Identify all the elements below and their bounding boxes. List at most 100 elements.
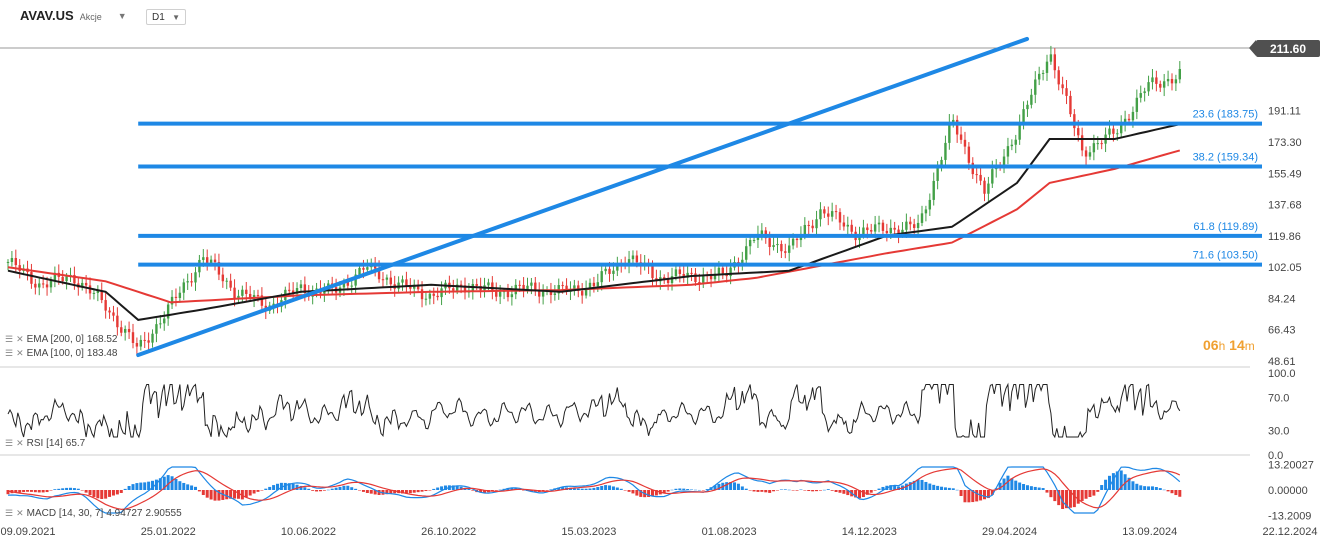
menu-icon[interactable]: ☰ bbox=[5, 438, 14, 448]
fibonacci-retracement[interactable]: 23.6 (183.75) 38.2 (159.34) 61.8 (119.89) 7… bbox=[138, 109, 1262, 267]
candle-body bbox=[237, 295, 240, 299]
macd-histogram-bar bbox=[1170, 490, 1174, 494]
macd-histogram-bar bbox=[584, 488, 588, 490]
macd-histogram-bar bbox=[33, 490, 37, 493]
macd-histogram-bar bbox=[846, 490, 850, 496]
timeframe-select[interactable]: D1 ▼ bbox=[146, 9, 186, 25]
macd-histogram-bar bbox=[88, 490, 92, 496]
candle-body bbox=[440, 288, 443, 298]
candle-body bbox=[1159, 83, 1162, 88]
timer-hours: 06 bbox=[1203, 337, 1219, 353]
macd-histogram-bar bbox=[936, 485, 940, 490]
candle-body bbox=[924, 209, 928, 214]
macd-histogram-bar bbox=[881, 486, 885, 490]
candle-body bbox=[1166, 78, 1170, 82]
macd-histogram-bar bbox=[1115, 471, 1119, 490]
macd-histogram-bar bbox=[576, 488, 580, 490]
candle-body bbox=[561, 285, 564, 287]
candle-body bbox=[768, 238, 771, 247]
macd-histogram-bar bbox=[229, 490, 233, 499]
close-icon[interactable]: ✕ bbox=[16, 438, 24, 448]
candle-body bbox=[912, 224, 916, 228]
candle-body bbox=[889, 227, 892, 234]
candle-body bbox=[616, 263, 619, 271]
candle-body bbox=[1057, 70, 1060, 85]
macd-histogram-bar bbox=[416, 490, 420, 493]
candle-body bbox=[604, 268, 607, 272]
macd-histogram-bar bbox=[315, 490, 319, 492]
macd-histogram-bar bbox=[928, 483, 932, 490]
legend-ema100[interactable]: ☰ ✕ EMA [100, 0] 183.48 bbox=[5, 348, 117, 359]
macd-histogram-bar bbox=[510, 487, 514, 490]
trendline-segment[interactable] bbox=[136, 36, 1030, 358]
macd-histogram-bar bbox=[104, 490, 108, 499]
macd-histogram-bar bbox=[752, 490, 756, 492]
candle-body bbox=[944, 142, 947, 160]
chevron-down-icon: ▼ bbox=[172, 12, 180, 22]
rsi-line bbox=[7, 382, 1181, 439]
close-icon[interactable]: ✕ bbox=[16, 348, 24, 358]
macd-histogram-bar bbox=[256, 490, 260, 492]
chevron-down-icon[interactable]: ▼ bbox=[117, 10, 127, 21]
macd-histogram-bar bbox=[955, 489, 959, 491]
macd-histogram-bar bbox=[549, 489, 553, 490]
candle-body bbox=[967, 146, 971, 163]
macd-histogram-bar bbox=[1107, 475, 1111, 490]
close-icon[interactable]: ✕ bbox=[16, 508, 24, 518]
macd-histogram-bar bbox=[494, 490, 498, 491]
macd-histogram-bar bbox=[213, 490, 217, 501]
macd-histogram-bar bbox=[807, 490, 811, 492]
menu-icon[interactable]: ☰ bbox=[5, 348, 14, 358]
ema200-value: 168.52 bbox=[86, 334, 118, 345]
trendline[interactable] bbox=[136, 36, 1030, 358]
candle-body bbox=[92, 292, 96, 294]
candle-body bbox=[608, 268, 611, 274]
candle-body bbox=[206, 257, 209, 263]
candle-body bbox=[209, 259, 213, 263]
close-icon[interactable]: ✕ bbox=[16, 334, 24, 344]
candle-body bbox=[143, 339, 146, 341]
macd-histogram-bar bbox=[201, 490, 205, 496]
timer-minutes: 14 bbox=[1229, 337, 1245, 353]
macd-histogram-bar bbox=[889, 485, 893, 490]
macd-histogram-bar bbox=[545, 490, 549, 491]
candle-body bbox=[1143, 91, 1146, 94]
candle-body bbox=[1026, 104, 1029, 110]
macd-histogram-bar bbox=[736, 483, 740, 490]
menu-icon[interactable]: ☰ bbox=[5, 508, 14, 518]
candle-body bbox=[772, 245, 775, 247]
candle-body bbox=[760, 230, 764, 234]
macd-histogram-bar bbox=[96, 490, 100, 499]
price-plot bbox=[0, 45, 1250, 355]
candle-body bbox=[381, 279, 385, 281]
legend-ema200[interactable]: ☰ ✕ EMA [200, 0] 168.52 bbox=[5, 334, 117, 345]
candle-body bbox=[748, 240, 752, 247]
macd-histogram-bar bbox=[1022, 484, 1026, 490]
candle-body bbox=[577, 285, 580, 292]
candle-body bbox=[354, 274, 357, 286]
macd-histogram-bar bbox=[1002, 478, 1006, 490]
candle-body bbox=[342, 281, 346, 288]
macd-histogram-bar bbox=[65, 487, 69, 490]
menu-icon[interactable]: ☰ bbox=[5, 334, 14, 344]
candle-body bbox=[600, 271, 603, 283]
symbol-header[interactable]: AVAV.US Akcje ▼ bbox=[20, 8, 127, 23]
candle-body bbox=[901, 229, 904, 236]
macd-histogram-bar bbox=[975, 490, 979, 502]
macd-histogram-bar bbox=[1076, 490, 1080, 504]
candle-body bbox=[846, 224, 849, 227]
legend-rsi[interactable]: ☰ ✕ RSI [14] 65.7 bbox=[5, 438, 85, 449]
legend-macd[interactable]: ☰ ✕ MACD [14, 30, 7] 4.94727 2.90555 bbox=[5, 508, 182, 519]
macd-histogram-bar bbox=[369, 490, 373, 494]
macd-histogram-bar bbox=[260, 490, 264, 491]
candle-body bbox=[635, 255, 639, 263]
macd-histogram-bar bbox=[283, 482, 287, 490]
macd-histogram-bar bbox=[756, 490, 760, 492]
macd-histogram-bar bbox=[322, 490, 326, 491]
candle-body bbox=[120, 327, 123, 333]
macd-histogram-bar bbox=[147, 481, 151, 490]
candle-body bbox=[752, 239, 756, 241]
price-tick-label: 102.05 bbox=[1268, 262, 1302, 274]
macd-histogram-bar bbox=[393, 490, 397, 494]
